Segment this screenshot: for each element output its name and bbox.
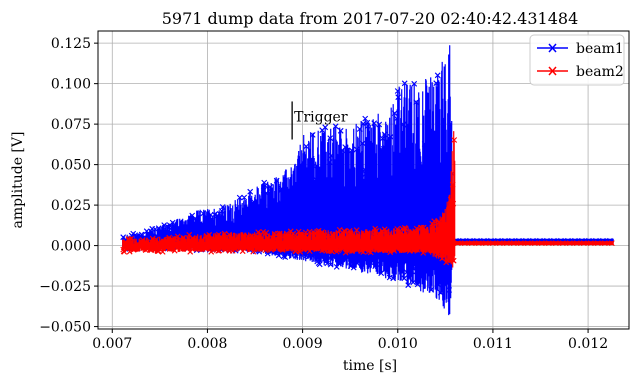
- x-tick-label: 0.009: [283, 336, 323, 352]
- x-tick-label: 0.008: [187, 336, 227, 352]
- x-tick-label: 0.011: [473, 336, 513, 352]
- y-axis-label: amplitude [V]: [10, 132, 26, 229]
- trigger-label: Trigger: [294, 109, 348, 125]
- legend-beam2-label: beam2: [576, 64, 624, 80]
- beam2-tail-markers: [455, 240, 615, 247]
- y-tick-label: 0.100: [51, 77, 91, 93]
- y-axis: −0.050 −0.025 0.000 0.025 0.050 0.075 0.100 0.1…: [39, 36, 98, 336]
- y-tick-label: 0.000: [51, 239, 91, 255]
- legend-beam2-marker: [548, 66, 557, 76]
- y-tick-label: 0.075: [51, 117, 91, 133]
- y-tick-label: 0.025: [51, 198, 91, 214]
- legend-beam1-marker: [548, 43, 557, 53]
- chart-title: 5971 dump data from 2017-07-20 02:40:42.…: [162, 9, 579, 28]
- series-layer: [120, 45, 615, 316]
- y-tick-label: −0.025: [39, 279, 91, 295]
- beam2-series: [120, 131, 615, 268]
- axes-frame: [97, 30, 630, 330]
- legend-beam1-label: beam1: [576, 41, 624, 57]
- x-tick-label: 0.007: [92, 336, 132, 352]
- beam2-burst-trace: [122, 131, 456, 268]
- x-axis-label: time [s]: [343, 358, 397, 374]
- beam2-markers: [120, 137, 458, 266]
- trigger-annotation: Trigger: [291, 101, 348, 140]
- plot-area: [120, 45, 615, 316]
- y-tick-label: −0.050: [39, 320, 91, 336]
- x-axis: 0.007 0.008 0.009 0.010 0.011 0.012: [92, 329, 608, 352]
- x-tick-label: 0.010: [378, 336, 418, 352]
- y-tick-label: 0.050: [51, 158, 91, 174]
- y-tick-label: 0.125: [51, 36, 91, 52]
- x-tick-label: 0.012: [568, 336, 608, 352]
- legend: beam1 beam2: [529, 34, 625, 86]
